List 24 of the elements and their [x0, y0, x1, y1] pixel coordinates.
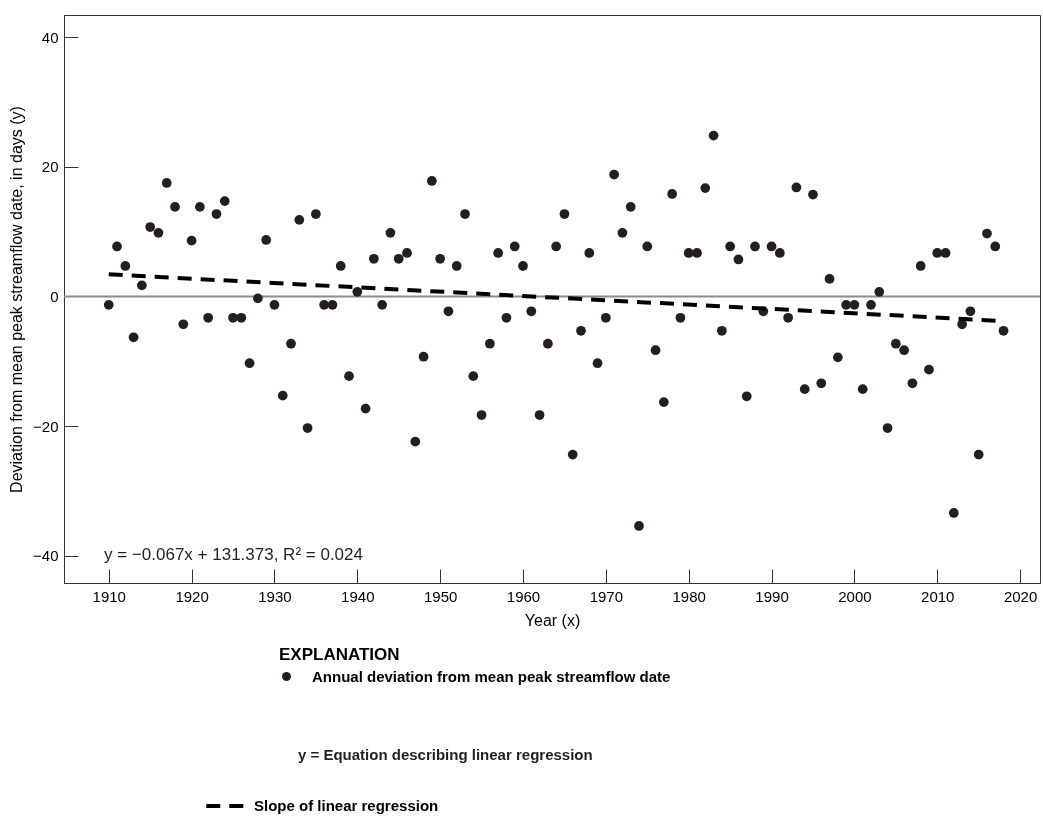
x-tick-label: 1970 — [589, 587, 624, 605]
y-tick-label: 40 — [41, 28, 59, 46]
x-tick-label: 1930 — [258, 587, 292, 605]
x-tick-label: 1950 — [423, 587, 458, 605]
x-tick-label: 1940 — [341, 587, 375, 605]
x-tick-label: 1920 — [175, 587, 209, 605]
x-tick-label: 2020 — [1003, 587, 1038, 605]
x-tick-label: 2000 — [838, 587, 872, 605]
x-tick-label: 1980 — [672, 587, 706, 605]
legend-title: EXPLANATION — [279, 645, 400, 664]
x-tick-label: 2010 — [921, 587, 955, 605]
x-tick-label: 1990 — [755, 587, 789, 605]
y-tick-label: 0 — [50, 287, 59, 305]
annotation: y = −0.067x + 131.373, R² = 0.024 — [104, 545, 363, 564]
x-tick-label: 1910 — [92, 587, 126, 605]
y-tick-label: −40 — [33, 547, 59, 565]
legend-label: Annual deviation from mean peak streamflow date — [312, 667, 671, 685]
x-tick-label: 1960 — [506, 587, 541, 605]
y-tick-label: 20 — [41, 158, 59, 176]
x-axis-title: Year (x) — [524, 611, 581, 629]
text: y = Equation describing linear regression — [298, 746, 593, 763]
y-tick-label: −20 — [33, 417, 59, 435]
legend-label: Slope of linear regression — [254, 797, 439, 814]
y-axis-title: Deviation from mean peak streamflow date, in days (y) — [8, 106, 26, 493]
